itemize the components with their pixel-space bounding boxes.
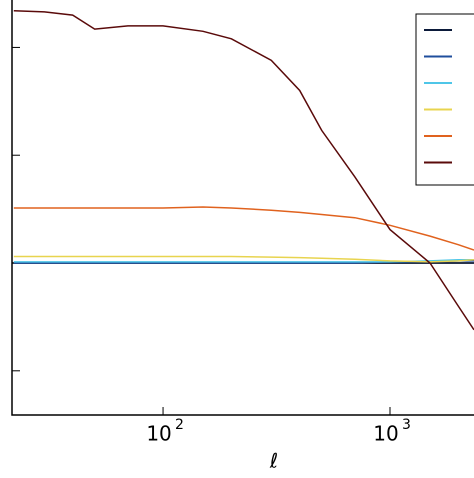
x-axis-label: ℓ bbox=[269, 449, 278, 473]
series-line bbox=[13, 255, 474, 263]
series-line bbox=[13, 10, 474, 331]
x-tick-label: 10 bbox=[146, 422, 171, 446]
plot-frame bbox=[11, 0, 474, 416]
x-tick-exponent: 3 bbox=[402, 417, 411, 433]
x-tick-exponent: 2 bbox=[175, 417, 184, 433]
series-line bbox=[13, 206, 474, 251]
legend-box bbox=[415, 13, 474, 186]
x-tick-label: 10 bbox=[373, 422, 398, 446]
